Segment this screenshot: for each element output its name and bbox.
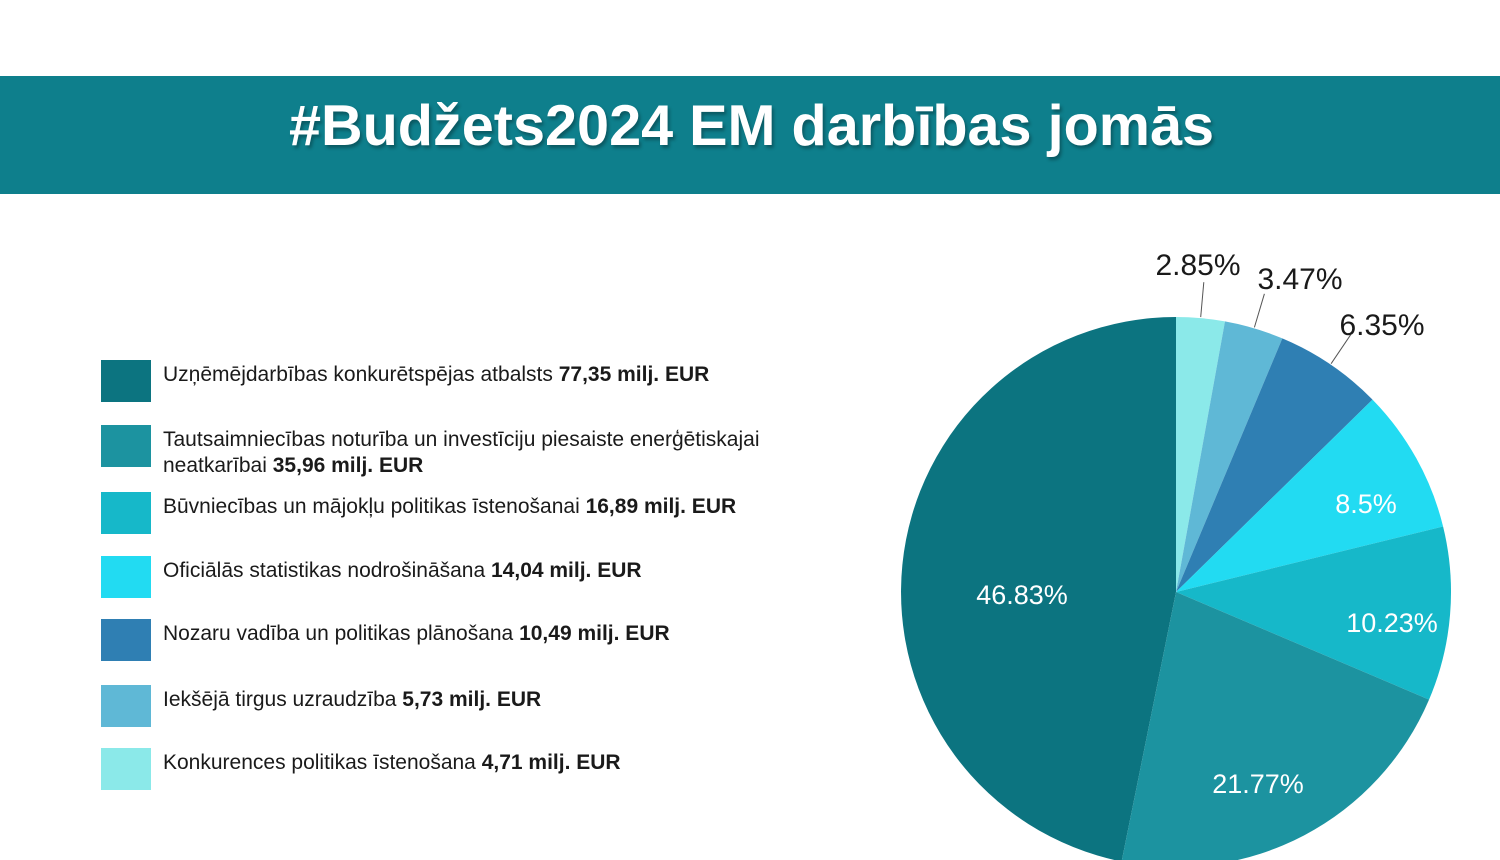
svg-text:6.35%: 6.35% [1339, 309, 1424, 342]
svg-text:46.83%: 46.83% [976, 580, 1068, 610]
svg-text:10.23%: 10.23% [1346, 608, 1438, 638]
svg-text:21.77%: 21.77% [1212, 769, 1304, 799]
svg-text:2.85%: 2.85% [1155, 249, 1240, 282]
svg-text:8.5%: 8.5% [1335, 489, 1397, 519]
svg-text:3.47%: 3.47% [1257, 263, 1342, 296]
